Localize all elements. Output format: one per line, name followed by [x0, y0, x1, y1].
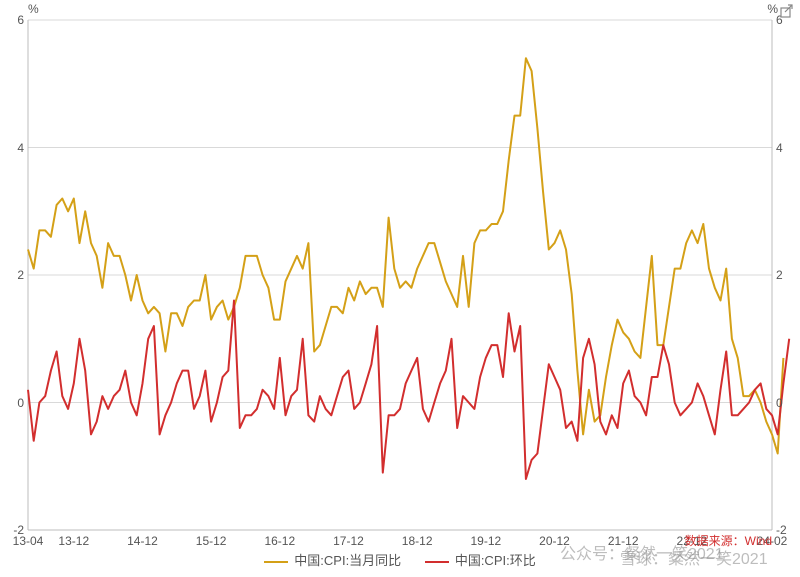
y-unit-left: %	[28, 2, 39, 16]
y-tick-left: 6	[4, 13, 24, 27]
legend-swatch-mom	[425, 561, 449, 563]
watermark-xueqiu: 雪球：粲然一笑2021	[620, 545, 768, 569]
x-tick: 18-12	[402, 534, 433, 548]
plot-svg	[0, 0, 800, 577]
legend-item-yoy: 中国:CPI:当月同比	[264, 550, 401, 569]
x-tick: 13-04	[13, 534, 44, 548]
legend-label-mom: 中国:CPI:环比	[455, 553, 536, 568]
y-tick-right: 0	[776, 396, 796, 410]
x-tick: 14-12	[127, 534, 158, 548]
x-tick: 19-12	[470, 534, 501, 548]
y-tick-right: 4	[776, 141, 796, 155]
legend-label-yoy: 中国:CPI:当月同比	[294, 553, 401, 568]
y-tick-left: 2	[4, 268, 24, 282]
share-icon[interactable]	[780, 4, 794, 18]
x-tick: 15-12	[196, 534, 227, 548]
series-line	[28, 301, 789, 480]
legend-swatch-yoy	[264, 561, 288, 563]
x-tick: 16-12	[264, 534, 295, 548]
x-tick: 17-12	[333, 534, 364, 548]
y-tick-left: 4	[4, 141, 24, 155]
legend-item-mom: 中国:CPI:环比	[425, 550, 536, 569]
x-tick: 13-12	[58, 534, 89, 548]
y-tick-right: 2	[776, 268, 796, 282]
y-tick-left: 0	[4, 396, 24, 410]
cpi-chart: % % -20246 -20246 13-0413-1214-1215-1216…	[0, 0, 800, 577]
